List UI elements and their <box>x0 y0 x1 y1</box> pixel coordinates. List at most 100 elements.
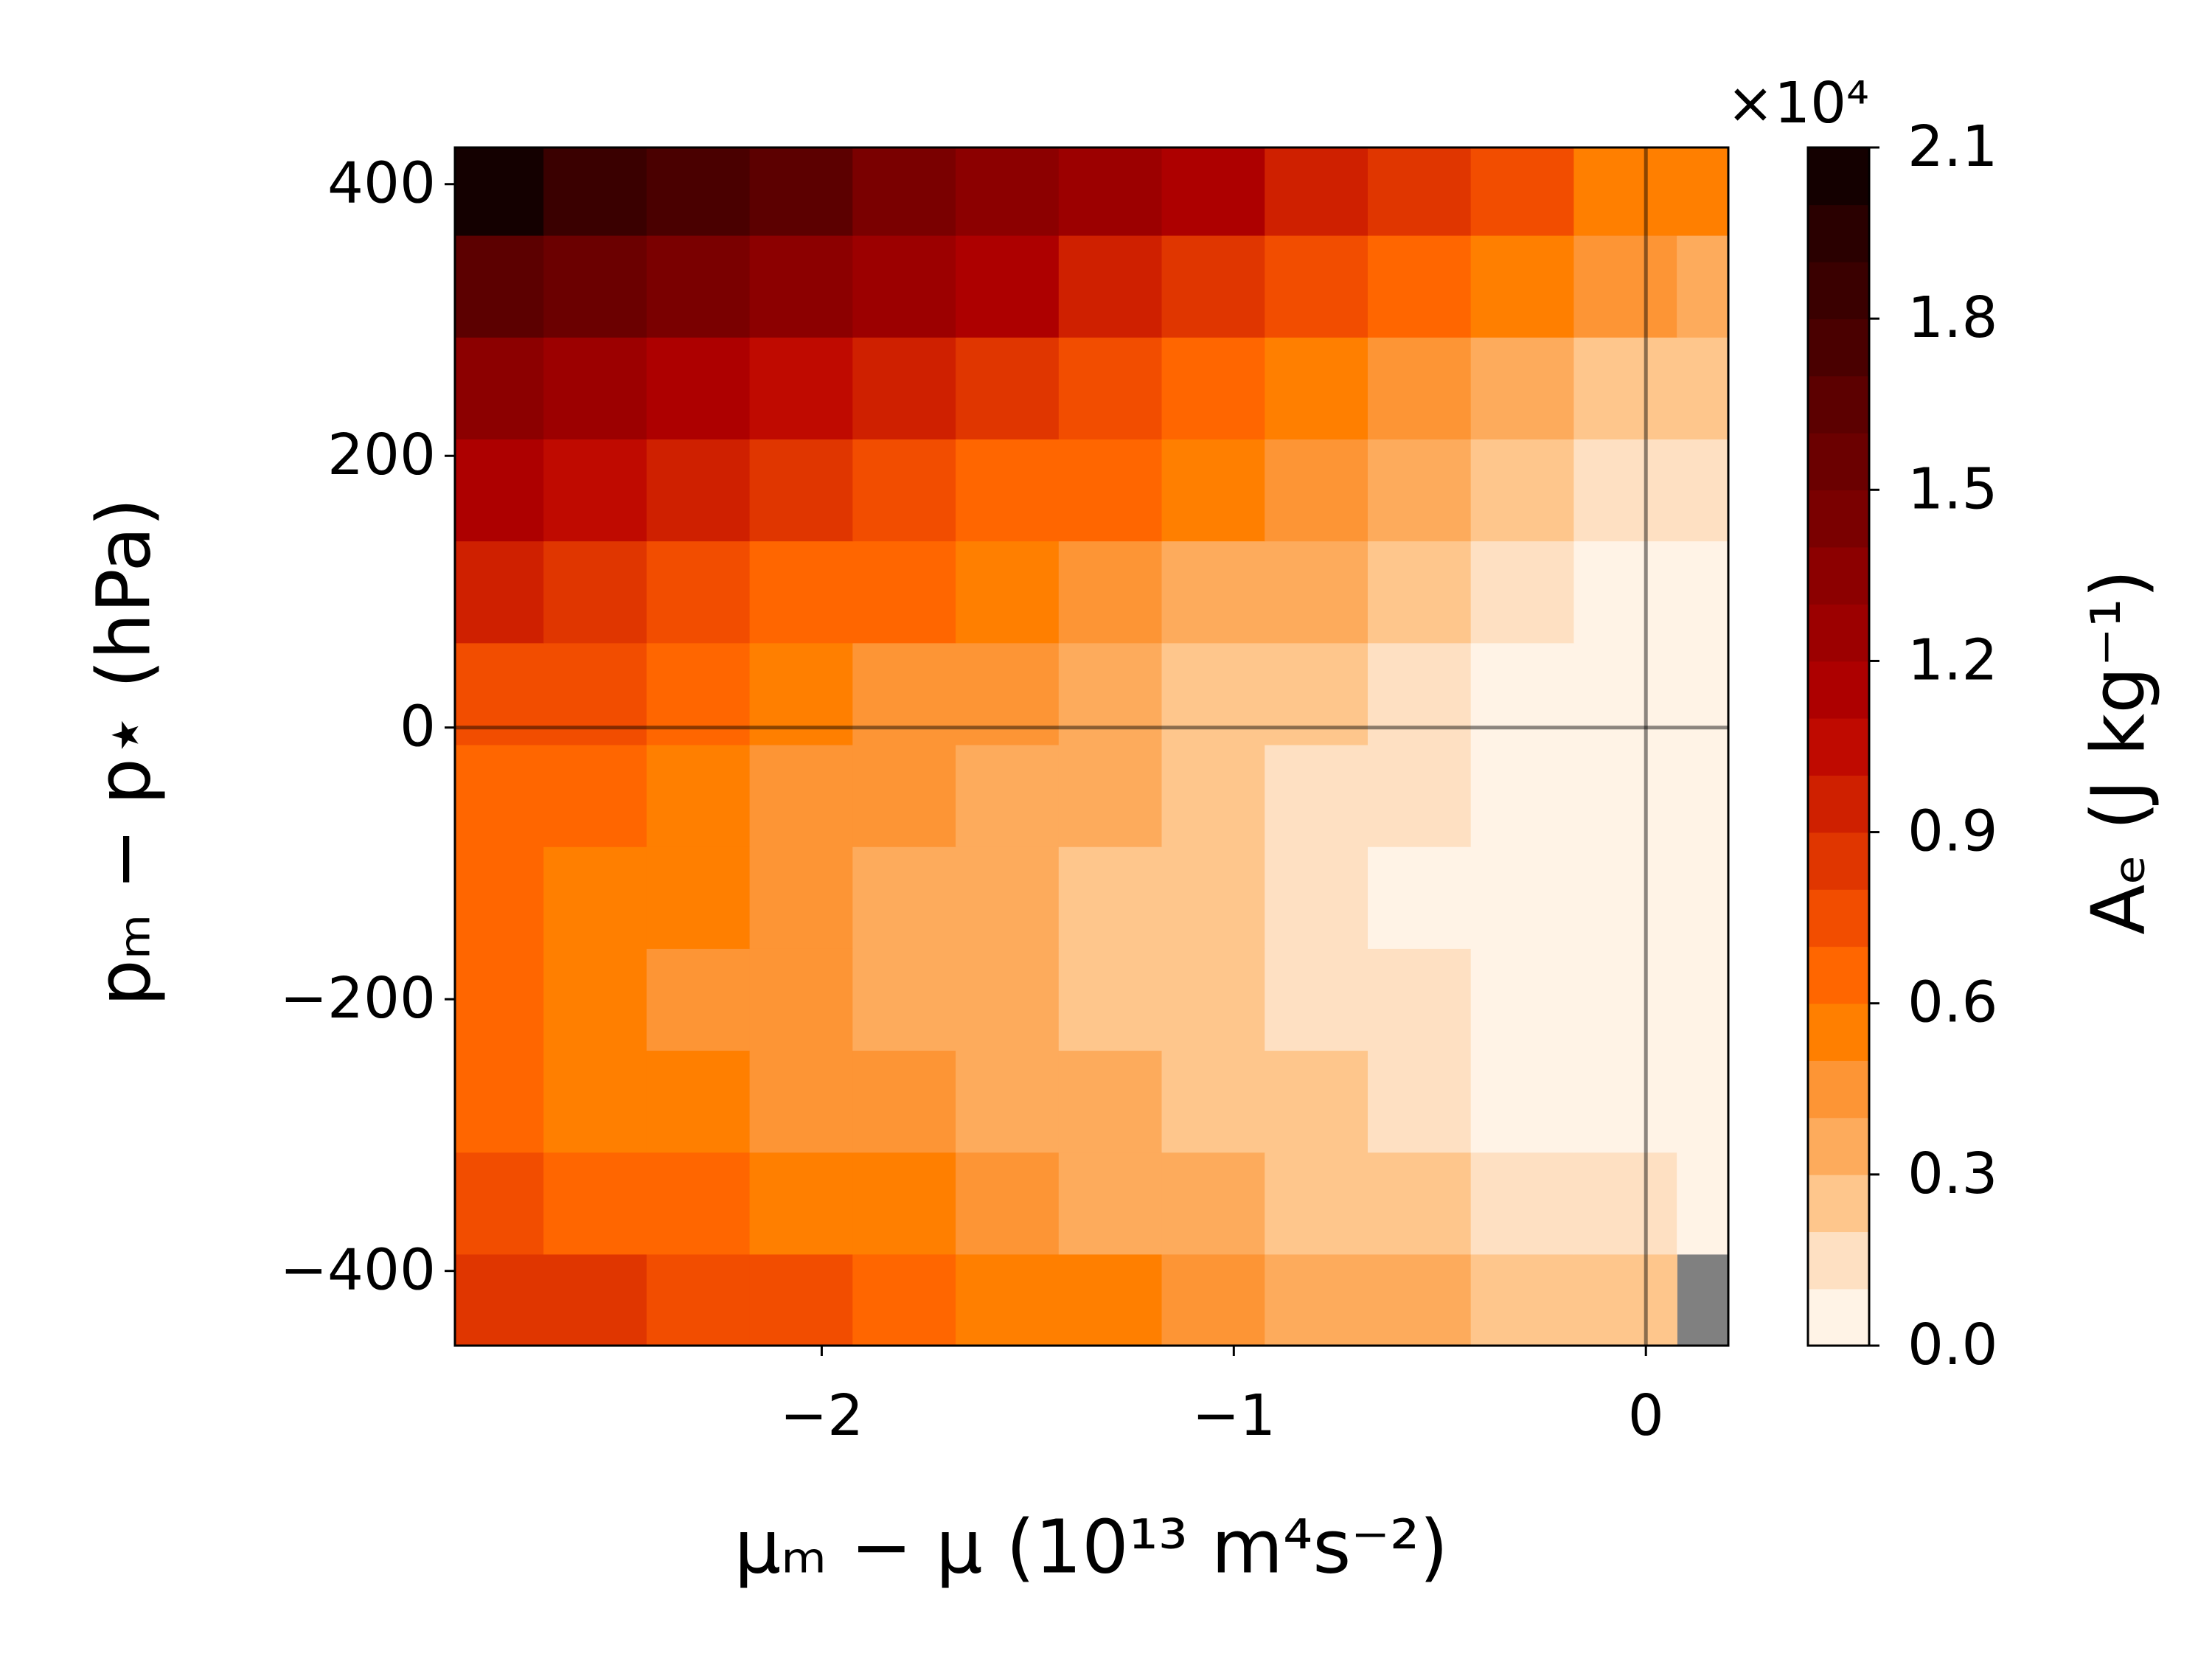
contour-cell <box>1161 744 1266 847</box>
contour-cell <box>455 147 544 236</box>
contour-cell <box>852 234 956 338</box>
x-axis-label: μₘ − μ (10¹³ m⁴s⁻²) <box>734 1503 1448 1590</box>
contour-cell <box>1470 439 1575 542</box>
contour-cell <box>956 234 1060 338</box>
contour-cell <box>1058 948 1163 1051</box>
y-tick-label: 200 <box>327 422 436 488</box>
contour-cell <box>646 744 751 847</box>
contour-cell <box>646 1253 751 1346</box>
contour-cell <box>749 1253 854 1346</box>
overlay: −2 −1 0 −400 −200 0 200 400 0.0 0.3 0.6 0.9 1.2 1.5 1.… <box>280 114 1998 1449</box>
contour-cell <box>543 744 647 847</box>
contour-cell <box>1470 147 1575 236</box>
contour-cell <box>1470 642 1575 745</box>
plot-frame <box>453 146 1730 1347</box>
contour-cell <box>852 439 956 542</box>
contour-cell <box>1367 846 1472 949</box>
colorbar-band <box>1808 319 1869 377</box>
contour-cell <box>455 234 544 338</box>
contour-cell <box>455 1050 544 1153</box>
contour-field <box>455 147 1728 1346</box>
contour-cell <box>1058 1152 1163 1255</box>
colorbar-band <box>1808 1288 1869 1346</box>
colorbar-band <box>1808 261 1869 319</box>
contour-cell <box>455 948 544 1051</box>
contour-cell <box>956 846 1060 949</box>
colorbar-band <box>1808 888 1869 947</box>
x-tick-label: 0 <box>1628 1383 1664 1449</box>
contour-cell <box>1367 147 1472 236</box>
contour-cell <box>1470 1152 1575 1255</box>
contour-cell <box>1677 1152 1728 1255</box>
contour-cell <box>749 147 854 236</box>
contour-cell <box>852 1050 956 1153</box>
contour-cell <box>749 744 854 847</box>
contour-cell <box>852 744 956 847</box>
contour-cell <box>1367 1253 1472 1346</box>
contour-cell <box>1265 1152 1368 1255</box>
y-axis-label: pₘ − p⋆ (hPa) <box>80 498 167 1006</box>
contour-cell <box>1470 846 1575 949</box>
contour-cell <box>455 744 544 847</box>
contour-cell <box>646 642 751 745</box>
contour-cell <box>956 337 1060 439</box>
contour-cell <box>1573 147 1677 236</box>
contour-cell <box>852 1253 956 1346</box>
contour-cell <box>1573 1253 1677 1346</box>
contour-cell <box>1677 948 1728 1051</box>
contour-cell <box>646 540 751 644</box>
contour-cell <box>1367 744 1472 847</box>
contour-cell <box>852 540 956 644</box>
colorbar-tick-label: 2.1 <box>1907 114 1997 180</box>
contour-cell <box>1367 234 1472 338</box>
contour-cell <box>749 439 854 542</box>
contour-cell <box>1470 1050 1575 1153</box>
contour-cell <box>1058 642 1163 745</box>
contour-cell <box>1677 642 1728 745</box>
colorbar-tick-label: 0.6 <box>1907 970 1997 1036</box>
contour-cell <box>1367 337 1472 439</box>
contour-cell <box>543 948 647 1051</box>
contour-cell <box>1470 948 1575 1051</box>
contour-cell <box>1677 846 1728 949</box>
contour-cell <box>1265 744 1368 847</box>
contour-cell <box>749 540 854 644</box>
contour-cell <box>455 846 544 949</box>
contour-cell <box>1470 540 1575 644</box>
contour-cell <box>646 147 751 236</box>
colorbar-band <box>1808 946 1869 1004</box>
contour-cell <box>1058 540 1163 644</box>
contour-cell <box>749 234 854 338</box>
colorbar-tick-label: 1.8 <box>1907 285 1997 351</box>
contour-cell <box>1367 642 1472 745</box>
contour-cell <box>1265 147 1368 236</box>
contour-cell <box>956 1050 1060 1153</box>
contour-cell <box>1470 744 1575 847</box>
contour-cell <box>956 439 1060 542</box>
contour-cell <box>749 1152 854 1255</box>
colorbar-label: Aₑ (J kg⁻¹) <box>2075 569 2161 934</box>
colorbar-band <box>1808 147 1869 206</box>
contour-cell <box>1161 1253 1266 1346</box>
contour-cell <box>1265 948 1368 1051</box>
contour-cell <box>1573 846 1677 949</box>
colorbar-tick-label: 0.0 <box>1907 1312 1997 1378</box>
contour-cell <box>543 642 647 745</box>
colorbar-band <box>1808 661 1869 719</box>
colorbar-band <box>1808 1231 1869 1290</box>
contour-cell <box>1058 846 1163 949</box>
contour-cell <box>543 234 647 338</box>
contour-cell <box>1161 234 1266 338</box>
contour-cell <box>1265 1253 1368 1346</box>
contour-cell <box>455 540 544 644</box>
contour-cell <box>543 1152 647 1255</box>
contour-cell <box>852 147 956 236</box>
contour-cell <box>1573 642 1677 745</box>
contour-cell <box>956 1152 1060 1255</box>
contour-cell <box>852 948 956 1051</box>
contour-cell <box>1265 540 1368 644</box>
contour-cell <box>852 337 956 439</box>
contour-cell <box>1677 744 1728 847</box>
contour-cell <box>543 540 647 644</box>
contour-cell <box>543 147 647 236</box>
